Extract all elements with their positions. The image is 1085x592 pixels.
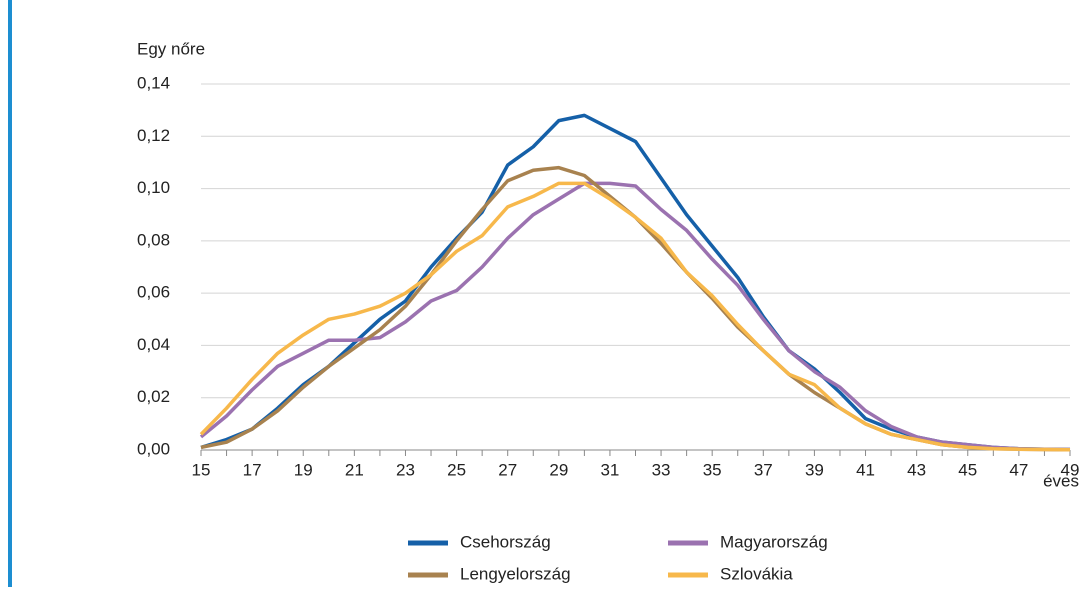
x-tick-label: 27 bbox=[498, 460, 517, 479]
x-tick-label: 23 bbox=[396, 460, 415, 479]
legend-label: Szlovákia bbox=[720, 564, 793, 583]
x-tick-label: 33 bbox=[652, 460, 671, 479]
x-tick-label: 29 bbox=[549, 460, 568, 479]
legend-label: Lengyelország bbox=[460, 564, 571, 583]
series-line bbox=[199, 181, 1071, 452]
y-tick-label: 0,08 bbox=[137, 230, 170, 249]
y-tick-label: 0,10 bbox=[137, 178, 170, 197]
x-tick-label: 43 bbox=[907, 460, 926, 479]
x-tick-label: 31 bbox=[600, 460, 619, 479]
y-tick-label: 0,12 bbox=[137, 126, 170, 145]
series-line bbox=[199, 181, 1071, 452]
x-tick-label: 19 bbox=[294, 460, 313, 479]
y-tick-label: 0,06 bbox=[137, 283, 170, 302]
y-tick-label: 0,14 bbox=[137, 73, 170, 92]
x-tick-label: 47 bbox=[1009, 460, 1028, 479]
side-bar bbox=[8, 0, 12, 587]
x-tick-label: 45 bbox=[958, 460, 977, 479]
x-tick-label: 37 bbox=[754, 460, 773, 479]
y-tick-label: 0,02 bbox=[137, 387, 170, 406]
x-tick-label: 39 bbox=[805, 460, 824, 479]
legend-label: Magyarország bbox=[720, 532, 828, 551]
series-line bbox=[200, 165, 1071, 452]
x-tick-label: 17 bbox=[243, 460, 262, 479]
x-axis-label: éves bbox=[1043, 471, 1079, 490]
x-tick-label: 49 bbox=[1061, 460, 1080, 479]
y-axis-label: Egy nőre bbox=[137, 39, 205, 58]
x-tick-label: 21 bbox=[345, 460, 364, 479]
x-tick-label: 35 bbox=[703, 460, 722, 479]
x-tick-label: 41 bbox=[856, 460, 875, 479]
y-tick-label: 0,04 bbox=[137, 335, 170, 354]
series-line bbox=[200, 113, 1071, 452]
x-tick-label: 25 bbox=[447, 460, 466, 479]
legend-label: Csehország bbox=[460, 532, 551, 551]
x-tick-label: 15 bbox=[192, 460, 211, 479]
y-tick-label: 0,00 bbox=[137, 439, 170, 458]
